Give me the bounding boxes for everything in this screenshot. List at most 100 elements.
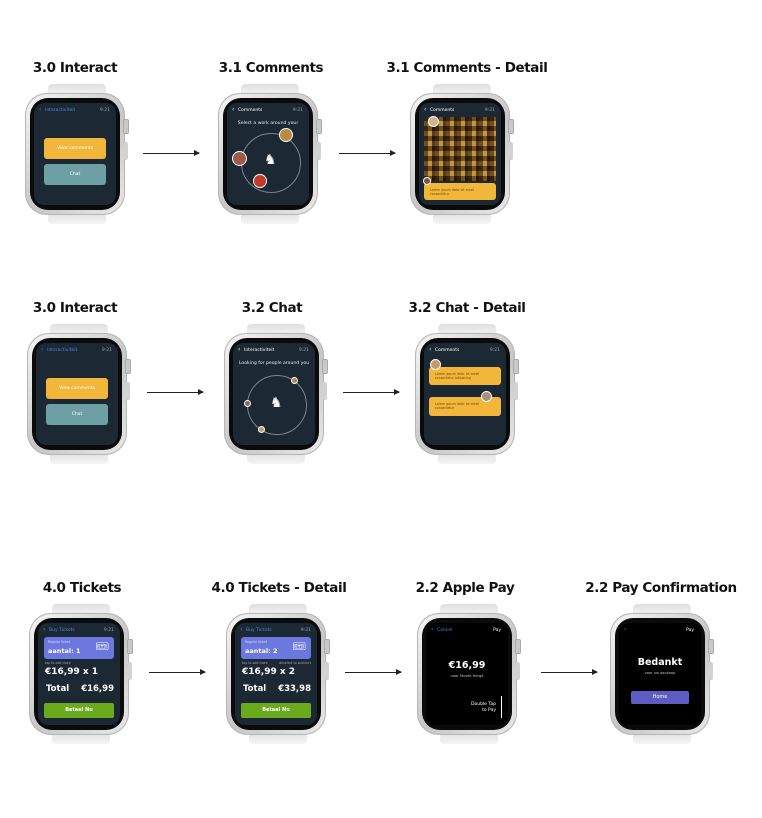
- payment-amount: €16,99: [448, 660, 486, 671]
- apple-pay-logo: Pay: [686, 628, 694, 633]
- avatar: [423, 177, 431, 185]
- hint-text: tap to add more: [45, 661, 71, 665]
- watch-band: [438, 452, 496, 464]
- total-label: Total: [243, 684, 267, 694]
- chess-knight-icon: ♞: [270, 395, 283, 411]
- back-icon[interactable]: ‹: [431, 626, 434, 633]
- header-title: Comments: [238, 108, 263, 113]
- watch-pay-confirmation: ‹ Pay Bedankt voor uw aankoop Home: [610, 604, 714, 744]
- artwork-marker[interactable]: [279, 128, 293, 142]
- thank-you-subtitle: voor uw aankoop: [644, 671, 676, 675]
- home-button[interactable]: Home: [631, 691, 689, 704]
- watch-screen: ‹ Comments 9:21 Select a work around you…: [227, 103, 309, 205]
- watch-screen: ‹ Interactiviteit 9:21 View comments Cha…: [36, 343, 118, 445]
- watch-bezel: ‹ Comments 9:21 Select a work around you…: [223, 98, 313, 210]
- artwork-marker[interactable]: [232, 151, 247, 166]
- screen-title: 2.2 Apple Pay: [415, 580, 515, 596]
- watch-comments-detail: ‹ Comments 9:21 Lorem ipsum dolor sit am…: [410, 84, 514, 224]
- ticket-card[interactable]: Regular ticket aantal: 2 🎟: [241, 637, 311, 659]
- view-comments-button[interactable]: View comments: [46, 378, 108, 399]
- back-icon[interactable]: ‹: [43, 626, 46, 633]
- double-tap-hint: Double Tap to Pay: [471, 702, 496, 713]
- back-icon[interactable]: ‹: [624, 626, 627, 633]
- clock-time: 9:21: [300, 628, 311, 633]
- cancel-link[interactable]: Cancel: [437, 628, 453, 633]
- watch-screen: ‹ Cancel Pay €16,99 naar Musée Hergé Dou…: [426, 623, 508, 725]
- person-marker[interactable]: [291, 377, 298, 384]
- watch-bezel: ‹ Pay Bedankt voor uw aankoop Home: [615, 618, 705, 730]
- watch-bezel: ‹ Cancel Pay €16,99 naar Musée Hergé Dou…: [422, 618, 512, 730]
- price-line: €16,99 x 1: [45, 667, 99, 677]
- watch-bezel: ‹ Buy Tickets 9:21 Regular ticket aantal…: [34, 618, 124, 730]
- watch-band: [48, 212, 106, 224]
- thank-you-title: Bedankt: [637, 657, 683, 668]
- prompt-text: Looking for people around you: [238, 361, 310, 366]
- digital-crown: [125, 359, 131, 374]
- hint-text: tap to add more: [242, 661, 268, 665]
- chat-button[interactable]: Chat: [44, 164, 106, 185]
- watch-case: ‹ Comments 9:21 Lorem ipsum dolor sit am…: [415, 333, 515, 455]
- header-title: Buy Tickets: [49, 628, 75, 633]
- watch-case: ‹ Interactiviteit 9:21 View comments Cha…: [27, 333, 127, 455]
- clock-time: 9:21: [292, 108, 303, 113]
- back-icon[interactable]: ‹: [41, 346, 44, 353]
- ticket-label: Regular ticket: [48, 640, 71, 644]
- watch-case: ‹ Cancel Pay €16,99 naar Musée Hergé Dou…: [417, 613, 517, 735]
- watch-case: ‹ Interactiviteit 9:21 Looking for peopl…: [224, 333, 324, 455]
- side-button: [126, 382, 130, 400]
- back-icon[interactable]: ‹: [238, 346, 241, 353]
- back-icon[interactable]: ‹: [424, 106, 427, 113]
- hint-text: deselect to subtract: [279, 661, 311, 665]
- digital-crown: [508, 119, 514, 134]
- view-comments-button[interactable]: View comments: [44, 138, 106, 159]
- digital-crown: [127, 639, 133, 654]
- pay-now-button[interactable]: Betaal Nu: [44, 703, 114, 718]
- flow-arrow: [147, 389, 204, 395]
- watch-bezel: ‹ Buy Tickets 9:21 Regular ticket aantal…: [231, 618, 321, 730]
- watch-band: [50, 452, 108, 464]
- watch-bezel: ‹ Interactiviteit 9:21 Looking for peopl…: [229, 338, 319, 450]
- flow-arrow: [143, 150, 200, 156]
- back-icon[interactable]: ‹: [240, 626, 243, 633]
- flow-arrow: [343, 389, 400, 395]
- back-icon[interactable]: ‹: [39, 106, 42, 113]
- status-header: ‹ Buy Tickets 9:21: [38, 626, 120, 636]
- chat-bubble[interactable]: Lorem ipsum dolor sit amet consectetur a…: [429, 367, 501, 385]
- screen-title: 2.2 Pay Confirmation: [585, 580, 737, 596]
- ticket-quantity: aantal: 2: [245, 647, 278, 655]
- artwork-photo: [424, 117, 496, 181]
- person-marker[interactable]: [258, 426, 265, 433]
- chat-bubble[interactable]: Lorem ipsum dolor sit amet consectetur: [429, 397, 501, 416]
- header-title: Interactiviteit: [47, 348, 78, 353]
- status-header: ‹ Comments 9:21: [419, 106, 501, 116]
- watch-interact: ‹ Interactiviteit 9:21 View comments Cha…: [25, 84, 129, 224]
- side-button-indicator: [501, 696, 502, 718]
- clock-time: 9:21: [99, 108, 110, 113]
- screen-title: 3.2 Chat: [241, 300, 303, 316]
- ticket-card[interactable]: Regular ticket aantal: 1 🎟: [44, 637, 114, 659]
- side-button: [509, 142, 513, 160]
- pay-now-button[interactable]: Betaal Nu: [241, 703, 311, 718]
- watch-screen: ‹ Comments 9:21 Lorem ipsum dolor sit am…: [424, 343, 506, 445]
- header-title: Buy Tickets: [246, 628, 272, 633]
- screen-title: 4.0 Tickets - Detail: [211, 580, 347, 596]
- person-marker[interactable]: [244, 400, 251, 407]
- watch-band: [433, 212, 491, 224]
- back-icon[interactable]: ‹: [429, 346, 432, 353]
- screen-title: 4.0 Tickets: [42, 580, 122, 596]
- side-button: [128, 662, 132, 680]
- watch-screen: ‹ Interactiviteit 9:21 Looking for peopl…: [233, 343, 315, 445]
- back-icon[interactable]: ‹: [232, 106, 235, 113]
- artwork-marker[interactable]: [253, 174, 267, 188]
- watch-chat: ‹ Interactiviteit 9:21 Looking for peopl…: [224, 324, 328, 464]
- screen-title: 3.0 Interact: [32, 300, 118, 316]
- watch-screen: ‹ Interactiviteit 9:21 View comments Cha…: [34, 103, 116, 205]
- digital-crown: [513, 359, 519, 374]
- chat-button[interactable]: Chat: [46, 404, 108, 425]
- watch-bezel: ‹ Comments 9:21 Lorem ipsum dolor sit am…: [415, 98, 505, 210]
- watch-chat-detail: ‹ Comments 9:21 Lorem ipsum dolor sit am…: [415, 324, 519, 464]
- chess-knight-icon: ♞: [264, 152, 277, 168]
- comment-bubble[interactable]: Lorem ipsum dolor sit amet consectetur: [424, 183, 496, 200]
- watch-band: [241, 212, 299, 224]
- avatar: [430, 359, 441, 370]
